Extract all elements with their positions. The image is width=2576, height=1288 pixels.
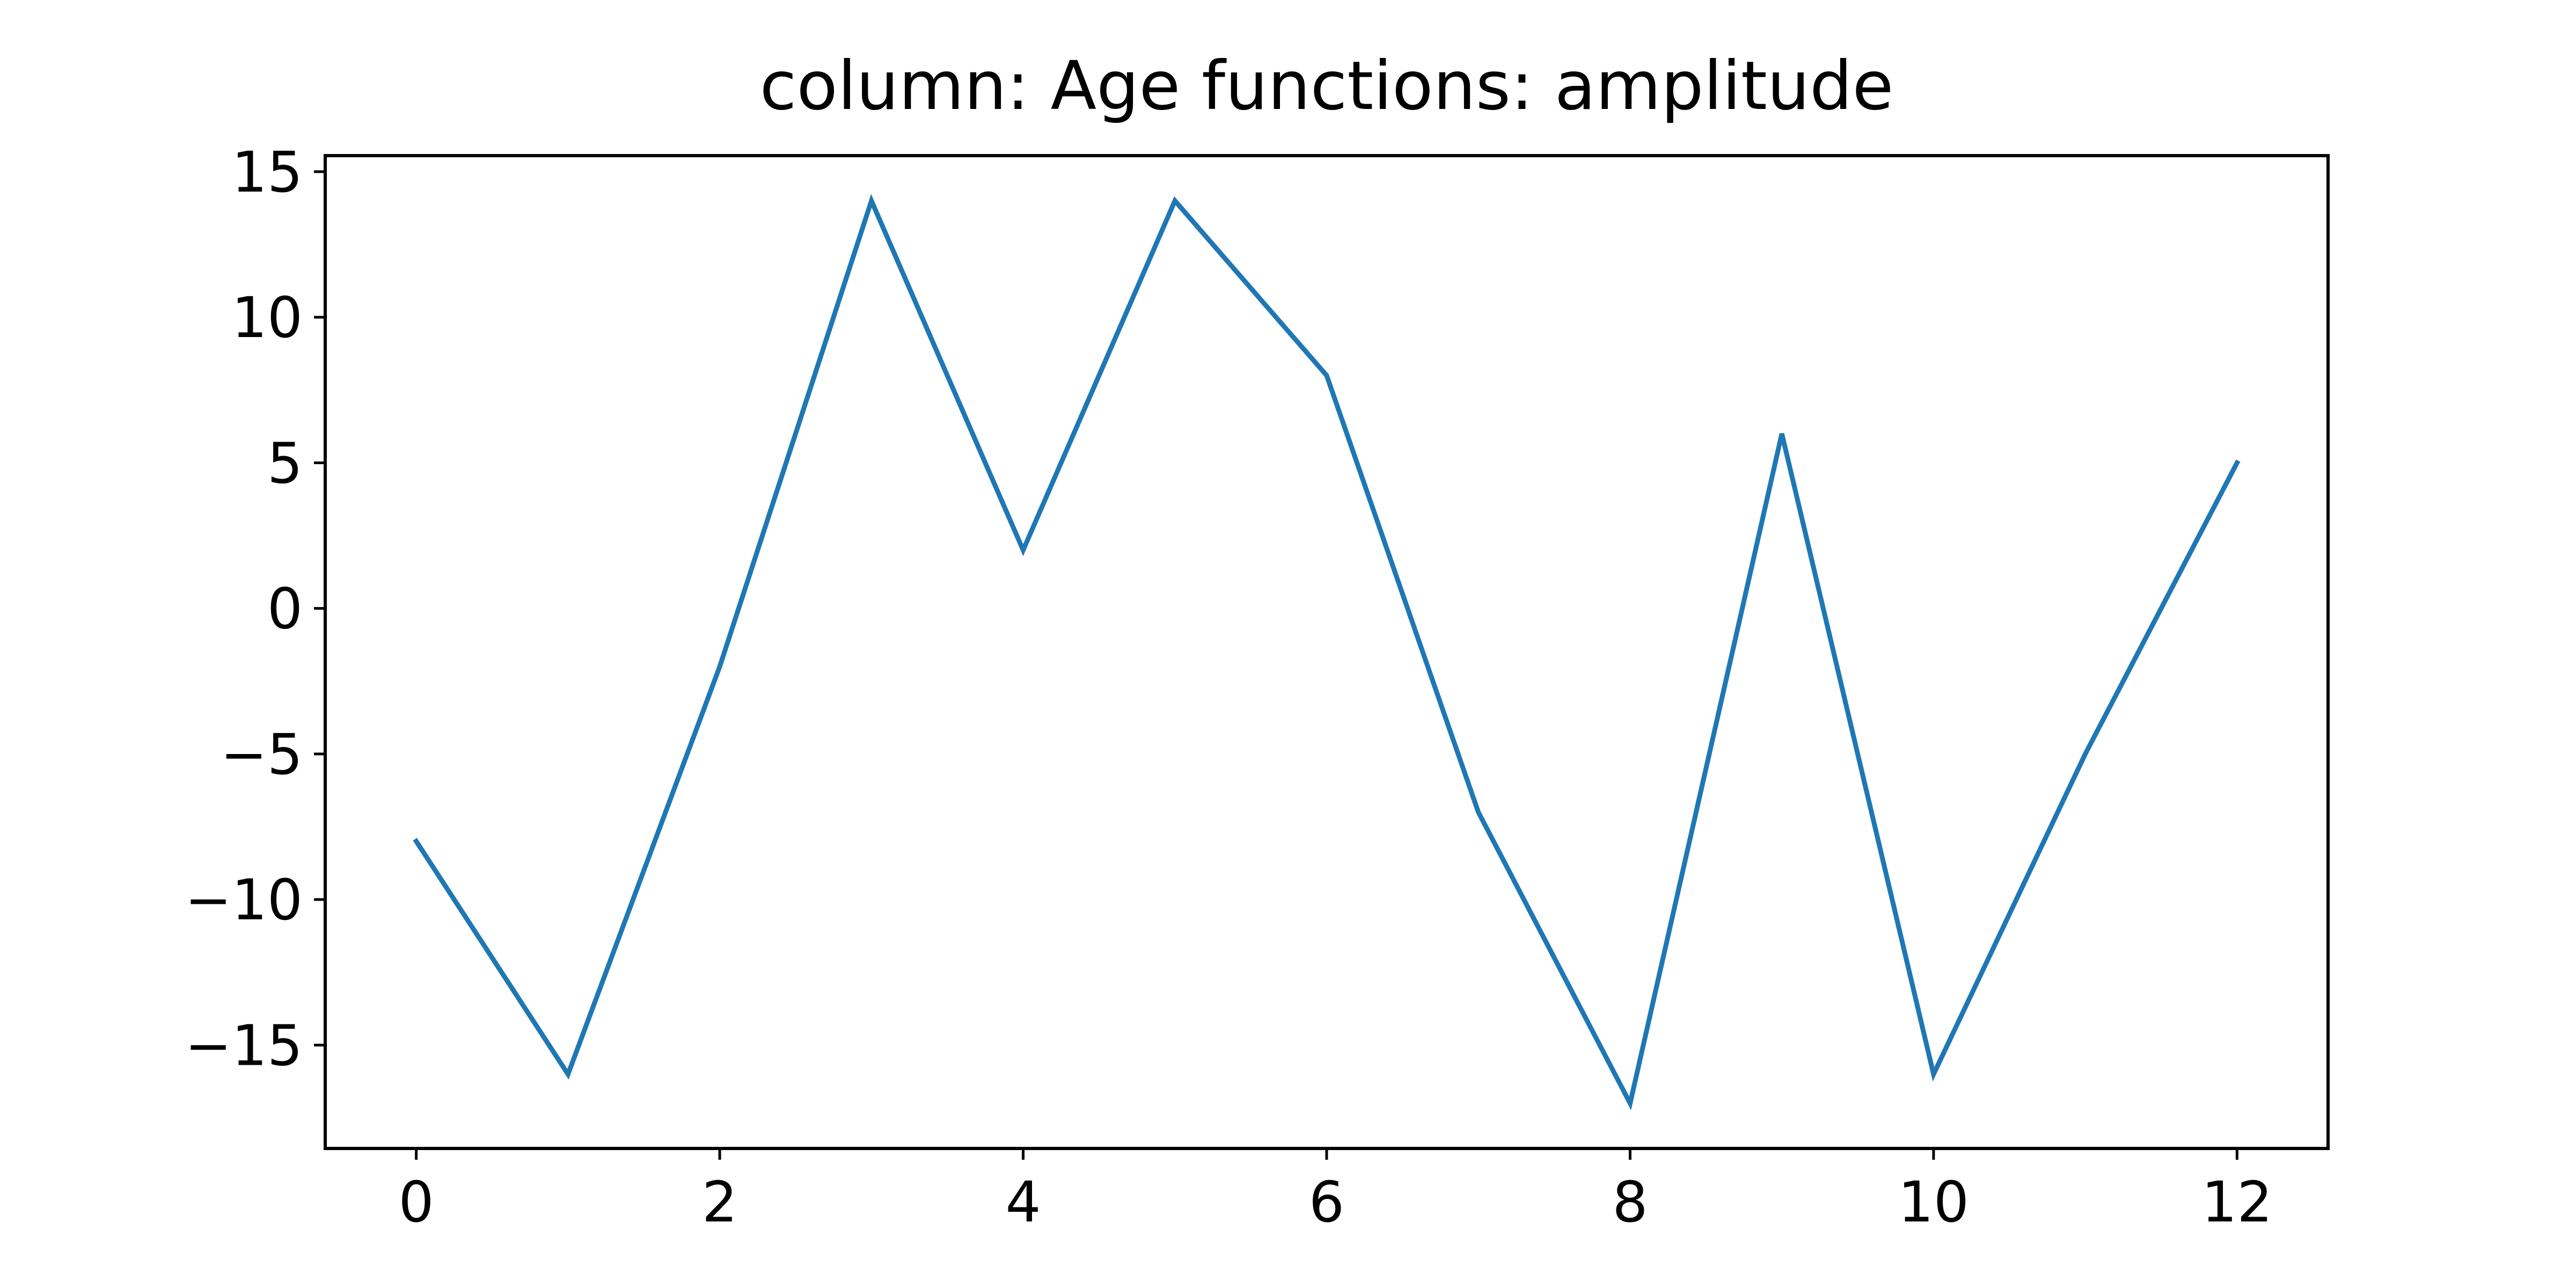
x-tick-label: 2 [702, 1169, 737, 1235]
y-tick-label: 15 [232, 140, 303, 205]
plot-area [413, 194, 2241, 1110]
x-tick-label: 12 [2201, 1169, 2272, 1235]
y-tick-label: 5 [267, 430, 303, 496]
x-tick-label: 4 [1005, 1169, 1041, 1235]
x-tick-label: 6 [1309, 1169, 1344, 1235]
y-tick-label: 0 [267, 576, 303, 642]
series-line-0 [413, 194, 2241, 1110]
x-tick-label: 0 [399, 1169, 434, 1235]
x-axis: 0 2 4 6 8 10 12 [399, 1148, 2273, 1235]
x-tick-label: 10 [1898, 1169, 1969, 1235]
x-tick-label: 8 [1612, 1169, 1648, 1235]
y-tick-label: −15 [185, 1013, 303, 1078]
y-tick-label: −10 [185, 867, 303, 933]
axes-frame [324, 154, 2330, 1150]
y-tick-label: 10 [232, 285, 303, 350]
chart-title: column: Age functions: amplitude [760, 47, 1894, 125]
y-axis: 15 10 5 0 −5 −10 −15 [185, 140, 325, 1078]
y-tick-label: −5 [221, 722, 303, 787]
